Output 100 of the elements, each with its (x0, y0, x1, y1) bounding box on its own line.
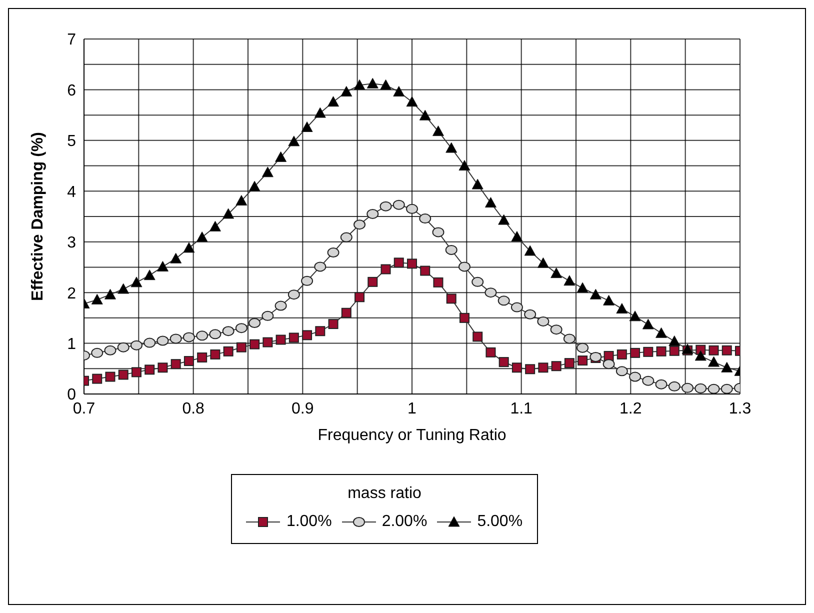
point (576, 282, 588, 293)
point (564, 275, 576, 286)
point (222, 208, 234, 219)
point (486, 347, 496, 358)
point (144, 364, 155, 375)
point (642, 318, 654, 330)
point (366, 208, 379, 219)
point (380, 201, 392, 212)
point (578, 356, 588, 366)
x-tick-label: 0.8 (182, 400, 205, 418)
point (630, 348, 640, 358)
point (694, 383, 707, 394)
point (694, 350, 706, 361)
point (643, 346, 654, 357)
point (209, 220, 221, 232)
point (91, 294, 103, 304)
point (131, 367, 142, 378)
point (721, 362, 733, 372)
point (104, 345, 116, 356)
y-tick-label: 5 (67, 133, 76, 150)
point (262, 310, 274, 321)
point (250, 339, 260, 350)
point (419, 110, 431, 120)
point (708, 345, 719, 356)
point (420, 266, 430, 276)
point (406, 204, 418, 214)
point (275, 151, 287, 162)
point (315, 326, 326, 336)
point (144, 270, 156, 280)
y-tick-label: 7 (67, 32, 76, 49)
point (603, 294, 615, 306)
point (484, 197, 496, 208)
point (288, 290, 300, 300)
point (91, 348, 104, 358)
point (197, 352, 208, 362)
point (722, 345, 732, 356)
point (616, 303, 628, 314)
point (510, 302, 523, 312)
y-tick-label: 2 (67, 285, 76, 302)
point (366, 78, 378, 88)
point (458, 160, 470, 171)
point (368, 276, 378, 287)
point (498, 296, 510, 306)
point (380, 79, 392, 90)
point (196, 232, 208, 242)
point (288, 136, 300, 146)
point (406, 96, 418, 107)
point (223, 346, 234, 356)
point (708, 356, 720, 367)
point (301, 276, 314, 286)
point (511, 231, 523, 242)
point (537, 257, 549, 268)
legend-title: mass ratio (346, 485, 422, 503)
point (551, 361, 562, 372)
point (656, 346, 666, 356)
point (144, 338, 156, 348)
point (158, 362, 168, 373)
point (274, 300, 287, 311)
point (170, 252, 182, 264)
point (196, 330, 208, 341)
point (301, 121, 313, 132)
point (642, 376, 654, 386)
point (262, 337, 273, 348)
point (354, 79, 366, 90)
x-tick-label: 1.3 (728, 400, 752, 418)
point (616, 349, 627, 360)
y-tick-label: 6 (67, 82, 76, 100)
point (210, 349, 220, 360)
point (458, 262, 470, 272)
point (130, 340, 142, 350)
point (170, 334, 182, 344)
point (419, 214, 432, 224)
point (104, 288, 116, 300)
point (656, 327, 668, 338)
point (720, 384, 733, 394)
point (117, 342, 130, 352)
point (130, 276, 142, 288)
point (432, 227, 444, 238)
point (629, 310, 641, 322)
point (314, 107, 326, 118)
point (248, 180, 260, 192)
point (459, 312, 470, 323)
point (302, 330, 312, 340)
x-tick-label: 1.1 (510, 400, 533, 418)
point (616, 366, 628, 376)
point (392, 200, 405, 210)
point (276, 334, 286, 345)
point (498, 357, 509, 368)
point (498, 214, 510, 225)
point (682, 382, 694, 393)
point (590, 288, 602, 300)
point (668, 381, 680, 392)
point (445, 244, 458, 255)
point (170, 359, 181, 370)
point (156, 336, 169, 346)
legend-label: 5.00% (477, 513, 523, 531)
point (183, 242, 195, 253)
point (105, 372, 116, 382)
legend-label: 1.00% (286, 513, 332, 531)
point (433, 277, 444, 288)
